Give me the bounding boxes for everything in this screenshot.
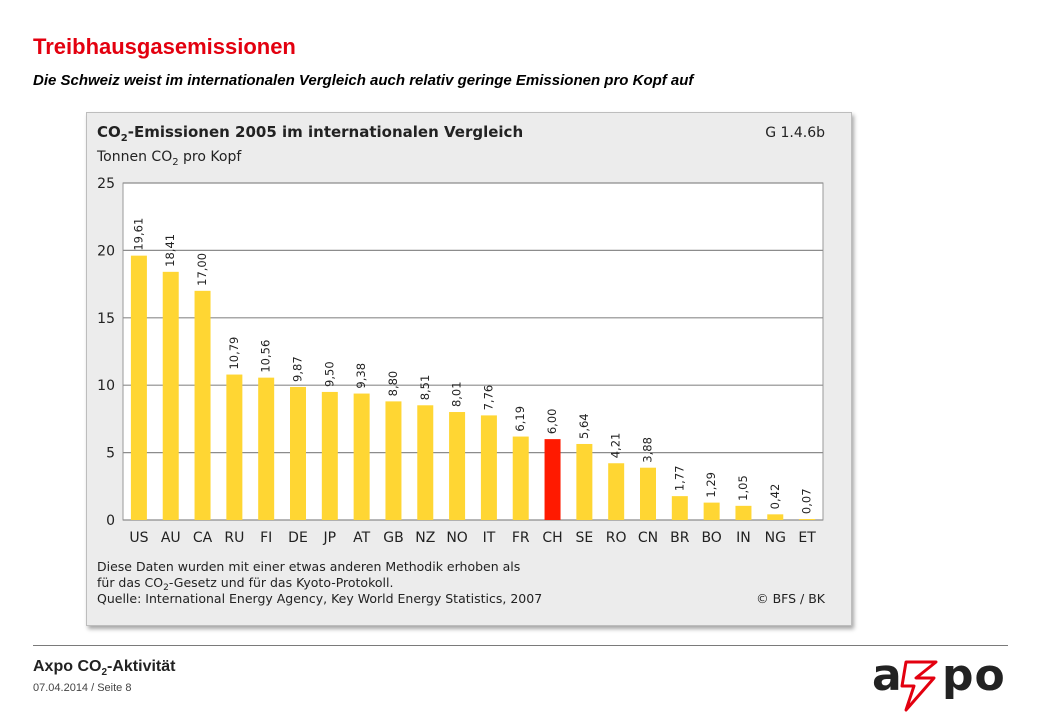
bar-nz	[417, 405, 434, 520]
data-label-ru: 10,79	[227, 337, 241, 370]
bar-au	[162, 271, 179, 520]
bar-ru	[226, 374, 243, 520]
x-tick-label: BR	[670, 530, 690, 546]
bar-ng	[767, 514, 784, 520]
chart-subtitle: Tonnen CO2 pro Kopf	[96, 149, 242, 168]
x-tick-label: FR	[512, 530, 530, 546]
x-tick-label: JP	[323, 530, 337, 546]
page-title: Treibhausgasemissionen	[33, 34, 296, 59]
chart-credit: © BFS / BK	[756, 591, 826, 606]
x-tick-label: RU	[224, 530, 244, 546]
x-tick-label: IN	[736, 530, 751, 546]
data-label-it: 7,76	[481, 385, 495, 411]
data-label-fi: 10,56	[259, 340, 273, 373]
x-tick-label: BO	[701, 530, 721, 546]
bar-se	[576, 443, 593, 520]
data-label-et: 0,07	[800, 488, 814, 514]
x-tick-label: SE	[575, 530, 593, 546]
data-label-ro: 4,21	[609, 433, 623, 459]
bar-bo	[703, 502, 720, 520]
data-label-ca: 17,00	[195, 253, 209, 286]
bar-cn	[640, 467, 656, 520]
bar-de	[290, 386, 306, 520]
y-tick-label: 15	[97, 311, 115, 327]
y-tick-label: 5	[106, 446, 115, 462]
data-label-jp: 9,50	[322, 361, 336, 387]
data-label-in: 1,05	[736, 475, 750, 501]
plot-area: 0 5 10 15 20 25 19,61 US 18,41 AU 17,00 CA 10,79 RU 10…	[97, 176, 824, 546]
data-label-ch: 6,00	[545, 409, 559, 435]
bar-jp	[321, 391, 338, 520]
data-label-no: 8,01	[450, 381, 464, 407]
data-label-br: 1,77	[672, 466, 686, 492]
bar-br	[671, 496, 688, 520]
bar-gb	[385, 401, 402, 520]
x-tick-label: GB	[383, 530, 403, 546]
chart-note-source: Quelle: International Energy Agency, Key…	[97, 591, 542, 606]
emissions-bar-chart: CO2-Emissionen 2005 im internationalen V…	[96, 123, 826, 606]
chart-ref-code: G 1.4.6b	[765, 125, 825, 141]
chart-figure: CO2-Emissionen 2005 im internationalen V…	[86, 112, 852, 626]
data-label-at: 9,38	[354, 363, 368, 389]
data-label-de: 9,87	[291, 356, 305, 382]
x-tick-label: US	[129, 530, 148, 546]
footer-title: Axpo CO2-Aktivität	[33, 658, 176, 679]
y-tick-label: 0	[106, 513, 115, 529]
data-label-se: 5,64	[577, 413, 591, 439]
data-label-ng: 0,42	[768, 484, 782, 510]
data-label-au: 18,41	[163, 234, 177, 267]
bar-ro	[608, 463, 625, 520]
y-tick-label: 25	[97, 176, 115, 192]
x-tick-label: NZ	[415, 530, 435, 546]
x-tick-label: RO	[606, 530, 627, 546]
bar-at	[353, 393, 370, 520]
x-tick-label: NG	[765, 530, 786, 546]
bar-in	[735, 505, 752, 520]
bar-ca	[194, 290, 211, 520]
y-tick-label: 10	[97, 378, 115, 394]
bar-fi	[258, 377, 275, 520]
data-label-gb: 8,80	[386, 371, 400, 397]
data-label-us: 19,61	[131, 218, 145, 251]
svg-text:a: a	[872, 650, 903, 701]
y-tick-label: 20	[97, 243, 115, 259]
bar-fr	[512, 436, 529, 520]
svg-text:po: po	[942, 650, 1006, 701]
data-label-fr: 6,19	[513, 406, 527, 432]
data-label-cn: 3,88	[641, 437, 655, 463]
x-tick-label: CH	[542, 530, 562, 546]
x-tick-label: IT	[483, 530, 496, 546]
x-tick-label: AU	[161, 530, 181, 546]
data-label-bo: 1,29	[704, 472, 718, 498]
footer-divider	[33, 645, 1008, 646]
footer-date-page: 07.04.2014 / Seite 8	[33, 682, 132, 694]
bar-no	[449, 412, 466, 520]
bar-ch	[544, 439, 561, 520]
axpo-logo: a po	[872, 648, 1012, 721]
chart-note-1: Diese Daten wurden mit einer etwas ander…	[97, 559, 520, 574]
bar-it	[480, 415, 497, 520]
x-tick-label: FI	[260, 530, 272, 546]
x-tick-label: ET	[798, 530, 816, 546]
bar-et	[799, 519, 816, 520]
x-tick-label: AT	[353, 530, 370, 546]
x-tick-label: CN	[638, 530, 658, 546]
x-tick-label: DE	[288, 530, 308, 546]
page-subtitle: Die Schweiz weist im internationalen Ver…	[33, 72, 694, 89]
data-label-nz: 8,51	[418, 375, 432, 401]
chart-title: CO2-Emissionen 2005 im internationalen V…	[97, 123, 523, 144]
x-tick-label: CA	[193, 530, 213, 546]
chart-note-2: für das CO2-Gesetz und für das Kyoto-Pro…	[97, 575, 393, 593]
bar-us	[130, 255, 147, 520]
x-tick-label: NO	[446, 530, 468, 546]
chart-notes: Diese Daten wurden mit einer etwas ander…	[97, 559, 826, 606]
